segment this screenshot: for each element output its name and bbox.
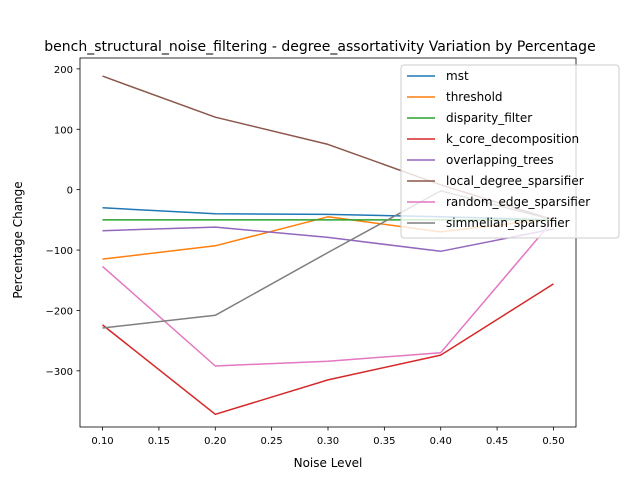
series-line-k_core_decomposition bbox=[102, 283, 554, 416]
y-tick-label: −100 bbox=[46, 246, 73, 257]
x-axis-label: Noise Level bbox=[294, 456, 363, 470]
x-tick-label: 0.25 bbox=[261, 436, 283, 447]
series-layer bbox=[102, 75, 555, 416]
y-tick-label: −300 bbox=[46, 367, 73, 378]
y-tick-label: 200 bbox=[54, 65, 73, 76]
y-tick-label: 0 bbox=[67, 186, 73, 197]
series-line-random_edge_sparsifier bbox=[102, 219, 555, 367]
chart-title: bench_structural_noise_filtering - degre… bbox=[44, 39, 595, 55]
legend: mst threshold disparity_filter k_core_decom… bbox=[400, 64, 620, 239]
legend-box bbox=[400, 64, 620, 239]
legend-label-overlapping_trees: overlapping_trees bbox=[446, 153, 554, 167]
axes-layer: 0.10 0.15 0.20 0.25 0.30 0.35 0.40 0.45 0.50 −300… bbox=[46, 57, 577, 447]
legend-label-simmelian_sparsifier: simmelian_sparsifier bbox=[446, 216, 570, 230]
y-tick-label: 100 bbox=[54, 125, 73, 136]
x-tick-label: 0.40 bbox=[430, 436, 452, 447]
legend-label-local_degree_sparsifier: local_degree_sparsifier bbox=[446, 174, 584, 188]
legend-label-mst: mst bbox=[446, 69, 469, 83]
legend-label-random_edge_sparsifier: random_edge_sparsifier bbox=[446, 195, 590, 209]
legend-label-disparity_filter: disparity_filter bbox=[446, 111, 532, 125]
x-tick-label: 0.10 bbox=[91, 436, 113, 447]
x-tick-label: 0.50 bbox=[542, 436, 564, 447]
y-axis-label: Percentage Change bbox=[11, 181, 25, 298]
x-tick-label: 0.20 bbox=[204, 436, 226, 447]
series-line-overlapping_trees bbox=[102, 226, 554, 253]
x-tick-label: 0.30 bbox=[317, 436, 339, 447]
x-tick-label: 0.45 bbox=[486, 436, 508, 447]
legend-label-threshold: threshold bbox=[446, 90, 503, 104]
y-tick-label: −200 bbox=[46, 306, 73, 317]
legend-label-k_core_decomposition: k_core_decomposition bbox=[446, 132, 579, 146]
x-tick-label: 0.35 bbox=[373, 436, 395, 447]
x-tick-label: 0.15 bbox=[148, 436, 170, 447]
